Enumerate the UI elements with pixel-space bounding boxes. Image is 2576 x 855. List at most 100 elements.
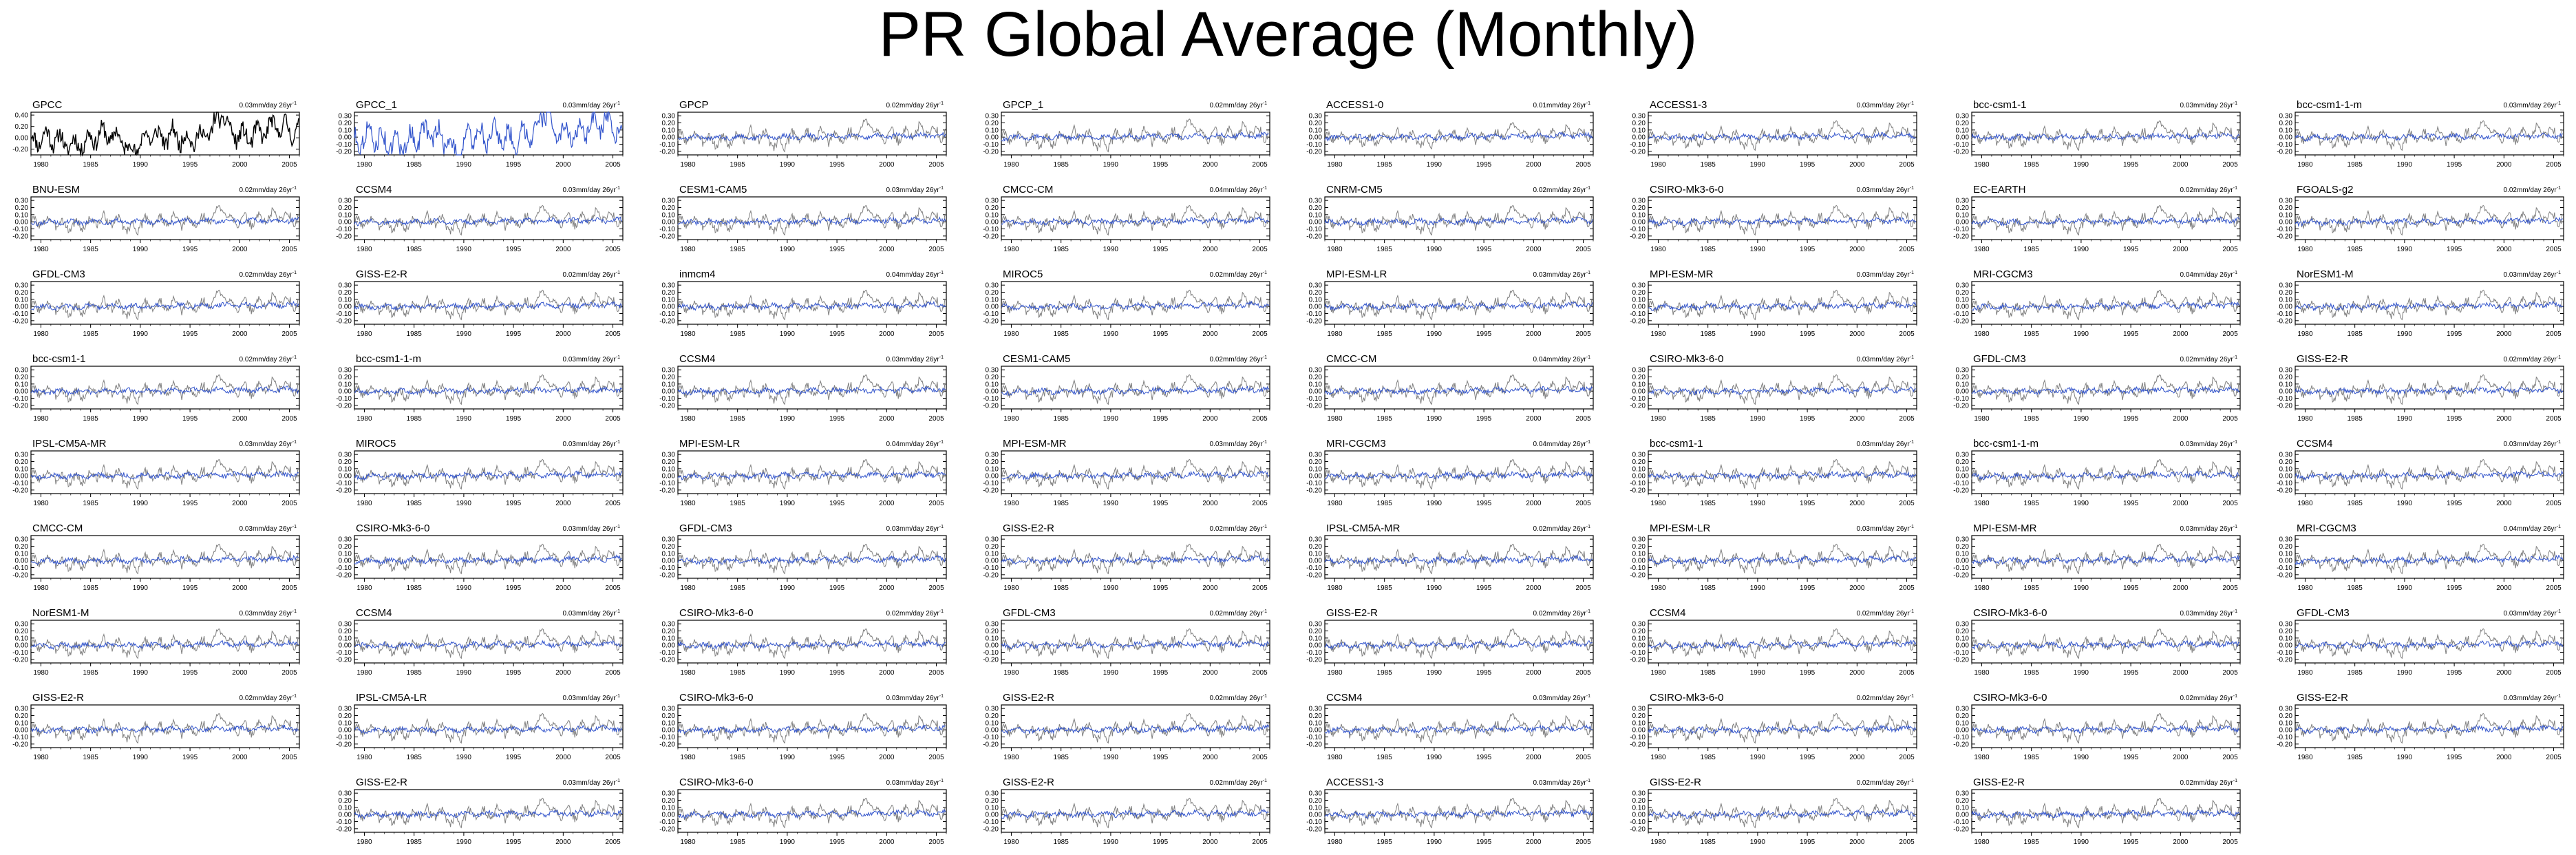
x-tick-label: 2000 <box>232 754 248 761</box>
y-tick-label: 0.00 <box>15 388 29 396</box>
x-tick-label: 1985 <box>407 246 423 253</box>
plot-frame <box>1971 789 2241 833</box>
x-tick-label: 2005 <box>281 161 297 169</box>
series-line-observed <box>2295 120 2564 151</box>
x-tick-label: 2005 <box>281 669 297 677</box>
y-tick-label: 0.10 <box>2279 635 2293 642</box>
x-tick-label: 1990 <box>1427 415 1443 423</box>
trend-label: 0.02mm/day 26yr-1 <box>1533 609 1591 618</box>
y-tick-label: 0.10 <box>986 804 999 812</box>
y-tick-label: -0.20 <box>1630 741 1646 748</box>
y-tick-label: 0.10 <box>986 719 999 727</box>
y-tick-label: -0.20 <box>1953 317 1969 325</box>
x-tick-label: 1995 <box>506 584 522 592</box>
trend-label: 0.03mm/day 26yr-1 <box>563 101 621 109</box>
panel-svg: FGOALS-g2 0.02mm/day 26yr-1 0.300.200.100.… <box>2277 184 2564 253</box>
x-tick-label: 2005 <box>2546 500 2562 507</box>
series-line-model <box>1971 216 2240 227</box>
series-line-model <box>1971 809 2240 819</box>
x-tick-label: 1990 <box>2074 330 2089 338</box>
y-tick-label: 0.00 <box>1309 812 1323 819</box>
x-tick-label: 2005 <box>928 754 944 761</box>
y-tick-label: -0.20 <box>983 741 999 748</box>
x-tick-label: 1990 <box>1750 754 1766 761</box>
y-tick-label: -0.20 <box>12 317 28 325</box>
plot-frame <box>1001 281 1270 325</box>
x-tick-label: 1980 <box>2297 161 2313 169</box>
plot-frame <box>1648 535 1917 579</box>
x-tick-label: 2005 <box>2222 584 2238 592</box>
x-tick-label: 1995 <box>182 584 198 592</box>
x-tick-label: 1985 <box>407 754 423 761</box>
trend-label: 0.02mm/day 26yr-1 <box>239 355 297 363</box>
y-tick-label: 0.00 <box>1309 473 1323 481</box>
y-tick-label: 0.10 <box>339 550 352 558</box>
x-tick-label: 2005 <box>2546 754 2562 761</box>
x-tick-label: 2005 <box>1252 246 1268 253</box>
panel-svg: GPCC_1 0.03mm/day 26yr-10.300.200.100.00-… <box>336 99 624 169</box>
x-tick-label: 1985 <box>730 246 746 253</box>
y-tick-label: -0.20 <box>12 233 28 240</box>
x-tick-label: 1980 <box>1003 330 1019 338</box>
plot-frame <box>1324 535 1594 579</box>
y-tick-label: 0.00 <box>662 558 676 565</box>
y-tick-label: -0.20 <box>2277 233 2292 240</box>
x-tick-label: 1990 <box>456 754 472 761</box>
panel-title: NorESM1-M <box>32 607 89 619</box>
x-tick-label: 1980 <box>1003 500 1019 507</box>
x-tick-label: 1995 <box>2447 330 2462 338</box>
y-tick-label: 0.20 <box>2279 120 2293 127</box>
x-tick-label: 2005 <box>928 415 944 423</box>
x-tick-label: 1995 <box>2123 838 2139 846</box>
x-tick-label: 1995 <box>1476 500 1492 507</box>
trend-label: 0.03mm/day 26yr-1 <box>239 525 297 533</box>
x-tick-label: 2000 <box>2173 330 2189 338</box>
y-tick-label: -0.10 <box>659 649 675 657</box>
x-tick-label: 1985 <box>407 415 423 423</box>
y-tick-label: 0.10 <box>1956 211 1970 219</box>
y-tick-label: 0.30 <box>2279 706 2293 713</box>
trend-label: 0.04mm/day 26yr-1 <box>2504 525 2562 533</box>
x-tick-label: 1995 <box>182 415 198 423</box>
x-tick-label: 2005 <box>2222 161 2238 169</box>
x-tick-label: 1990 <box>780 669 796 677</box>
y-tick-label: 0.00 <box>1309 642 1323 650</box>
plot-frame <box>1001 789 1270 833</box>
x-tick-label: 1980 <box>1327 161 1343 169</box>
x-tick-label: 1985 <box>1701 246 1716 253</box>
panel-title: IPSL-CM5A-MR <box>32 438 107 450</box>
plot-frame <box>677 789 947 833</box>
series-line-observed <box>1324 289 1593 321</box>
series-line-observed <box>1001 797 1270 829</box>
panel-svg: CSIRO-Mk3-6-0 0.03mm/day 26yr-10.300.200.… <box>659 692 947 761</box>
series-line-observed <box>2295 374 2564 405</box>
x-tick-label: 2000 <box>1202 584 1218 592</box>
y-tick-label: 0.10 <box>662 127 676 134</box>
y-tick-label: 0.00 <box>339 642 352 650</box>
x-tick-label: 1985 <box>407 500 423 507</box>
x-tick-label: 1995 <box>829 330 845 338</box>
y-tick-label: 0.30 <box>1956 536 1970 544</box>
y-tick-label: -0.20 <box>12 487 28 494</box>
series-line-model <box>1324 470 1593 481</box>
y-tick-label: -0.20 <box>12 402 28 410</box>
y-tick-label: 0.30 <box>339 452 352 459</box>
y-tick-label: 0.10 <box>1309 211 1323 219</box>
y-tick-label: 0.10 <box>339 127 352 134</box>
series-line-model <box>1971 640 2240 651</box>
y-tick-label: 0.00 <box>1632 642 1646 650</box>
x-tick-label: 2005 <box>281 415 297 423</box>
x-tick-label: 1980 <box>356 246 372 253</box>
x-tick-label: 2005 <box>281 246 297 253</box>
y-tick-label: 0.20 <box>339 543 352 551</box>
x-tick-label: 1980 <box>1003 669 1019 677</box>
x-tick-label: 1980 <box>356 754 372 761</box>
y-tick-label: -0.10 <box>12 226 28 233</box>
series-line-model <box>354 216 622 226</box>
x-tick-label: 1985 <box>1054 161 1069 169</box>
x-tick-label: 1995 <box>2447 246 2462 253</box>
x-tick-label: 1985 <box>2348 330 2363 338</box>
trend-label: 0.03mm/day 26yr-1 <box>886 186 944 194</box>
y-tick-label: 0.00 <box>986 473 999 481</box>
plot-frame <box>354 535 624 579</box>
